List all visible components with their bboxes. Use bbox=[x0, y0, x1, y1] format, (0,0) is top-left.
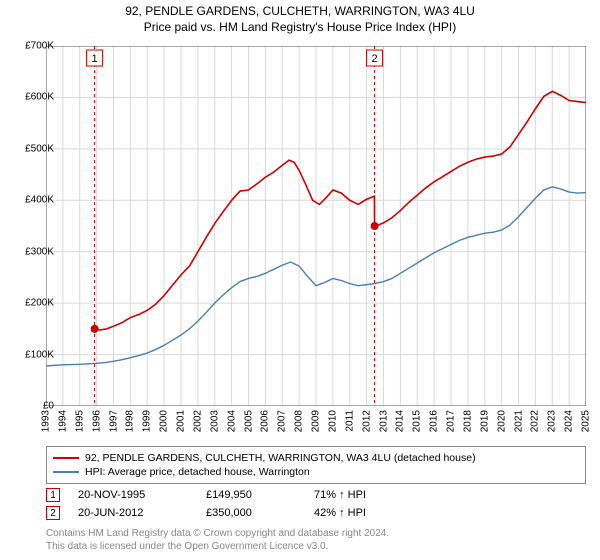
svg-text:1: 1 bbox=[92, 53, 98, 65]
event-delta-2: 42% ↑ HPI bbox=[314, 507, 424, 519]
ytick-label: £200K bbox=[25, 298, 54, 309]
legend-swatch-hpi bbox=[53, 471, 79, 473]
ytick-label: £600K bbox=[25, 92, 54, 103]
legend: 92, PENDLE GARDENS, CULCHETH, WARRINGTON… bbox=[46, 446, 586, 484]
event-delta-1: 71% ↑ HPI bbox=[314, 489, 424, 501]
ytick-label: £500K bbox=[25, 143, 54, 154]
legend-label-hpi: HPI: Average price, detached house, Warr… bbox=[85, 466, 310, 478]
xtick-label: 2016 bbox=[429, 410, 440, 432]
xtick-label: 2017 bbox=[446, 410, 457, 432]
ytick-label: £300K bbox=[25, 246, 54, 257]
xtick-label: 2024 bbox=[564, 410, 575, 432]
title-subtitle: Price paid vs. HM Land Registry's House … bbox=[0, 20, 600, 34]
event-date-1: 20-NOV-1995 bbox=[78, 489, 188, 501]
xtick-label: 2003 bbox=[209, 410, 220, 432]
event-marker-1: 1 bbox=[46, 488, 60, 502]
chart-svg: 12 bbox=[46, 46, 586, 406]
ytick-label: £400K bbox=[25, 195, 54, 206]
xtick-label: 2004 bbox=[226, 410, 237, 432]
xtick-label: 2005 bbox=[243, 410, 254, 432]
chart-container: 92, PENDLE GARDENS, CULCHETH, WARRINGTON… bbox=[0, 0, 600, 560]
xtick-label: 2001 bbox=[176, 410, 187, 432]
xtick-label: 1996 bbox=[91, 410, 102, 432]
xtick-label: 2002 bbox=[192, 410, 203, 432]
ytick-label: £100K bbox=[25, 349, 54, 360]
ytick-label: £700K bbox=[25, 41, 54, 52]
xtick-label: 2021 bbox=[513, 410, 524, 432]
xtick-label: 1999 bbox=[142, 410, 153, 432]
xtick-label: 2023 bbox=[547, 410, 558, 432]
xtick-label: 2020 bbox=[496, 410, 507, 432]
event-table: 1 20-NOV-1995 £149,950 71% ↑ HPI 2 20-JU… bbox=[46, 486, 586, 522]
xtick-label: 2019 bbox=[479, 410, 490, 432]
xtick-label: 2010 bbox=[327, 410, 338, 432]
xtick-label: 1994 bbox=[57, 410, 68, 432]
xtick-label: 2006 bbox=[260, 410, 271, 432]
xtick-label: 2007 bbox=[277, 410, 288, 432]
xtick-label: 1998 bbox=[125, 410, 136, 432]
xtick-label: 2009 bbox=[311, 410, 322, 432]
xtick-label: 1995 bbox=[74, 410, 85, 432]
xtick-label: 2025 bbox=[581, 410, 592, 432]
legend-label-property: 92, PENDLE GARDENS, CULCHETH, WARRINGTON… bbox=[85, 452, 476, 464]
title-address: 92, PENDLE GARDENS, CULCHETH, WARRINGTON… bbox=[0, 4, 600, 18]
xtick-label: 2008 bbox=[294, 410, 305, 432]
legend-swatch-property bbox=[53, 457, 79, 459]
attribution-line2: This data is licensed under the Open Gov… bbox=[46, 541, 586, 554]
event-marker-2: 2 bbox=[46, 506, 60, 520]
chart-area: 12 bbox=[46, 46, 586, 406]
xtick-label: 2015 bbox=[412, 410, 423, 432]
xtick-label: 2018 bbox=[462, 410, 473, 432]
xtick-label: 2014 bbox=[395, 410, 406, 432]
event-date-2: 20-JUN-2012 bbox=[78, 507, 188, 519]
title-block: 92, PENDLE GARDENS, CULCHETH, WARRINGTON… bbox=[0, 0, 600, 34]
svg-text:2: 2 bbox=[371, 53, 377, 65]
xtick-label: 2012 bbox=[361, 410, 372, 432]
xtick-label: 2013 bbox=[378, 410, 389, 432]
xtick-label: 1993 bbox=[41, 410, 52, 432]
xtick-label: 1997 bbox=[108, 410, 119, 432]
xtick-label: 2011 bbox=[344, 410, 355, 432]
attribution: Contains HM Land Registry data © Crown c… bbox=[46, 528, 586, 553]
event-price-2: £350,000 bbox=[206, 507, 296, 519]
event-row-2: 2 20-JUN-2012 £350,000 42% ↑ HPI bbox=[46, 504, 586, 522]
event-row-1: 1 20-NOV-1995 £149,950 71% ↑ HPI bbox=[46, 486, 586, 504]
event-price-1: £149,950 bbox=[206, 489, 296, 501]
xtick-label: 2022 bbox=[530, 410, 541, 432]
xtick-label: 2000 bbox=[159, 410, 170, 432]
legend-item-property: 92, PENDLE GARDENS, CULCHETH, WARRINGTON… bbox=[53, 451, 579, 465]
attribution-line1: Contains HM Land Registry data © Crown c… bbox=[46, 528, 586, 541]
legend-item-hpi: HPI: Average price, detached house, Warr… bbox=[53, 465, 579, 479]
